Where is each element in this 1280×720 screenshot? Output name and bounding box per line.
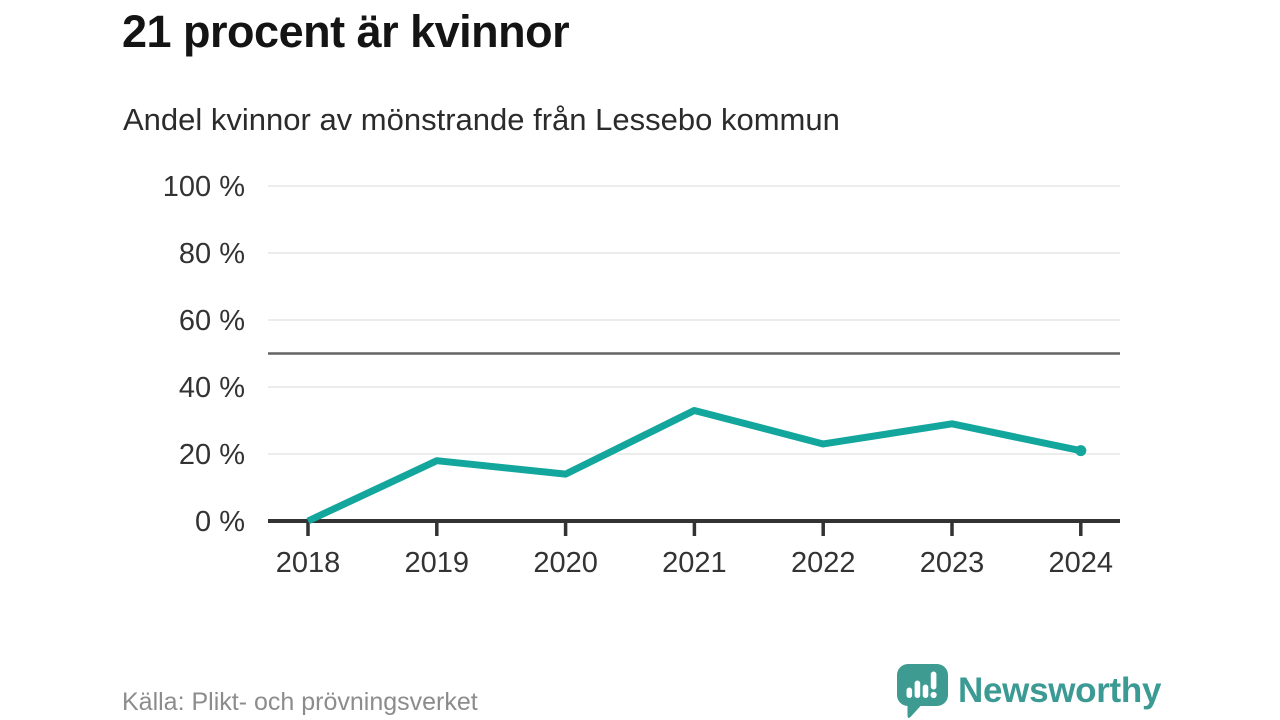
newsworthy-logo[interactable]: Newsworthy (897, 664, 1161, 718)
newsworthy-logo-icon (897, 664, 948, 718)
x-tick-label: 2024 (1049, 547, 1114, 579)
x-tick-label: 2019 (405, 547, 470, 579)
chart-title: 21 procent är kvinnor (122, 6, 570, 57)
source-text: Källa: Plikt- och prövningsverket (122, 688, 478, 716)
y-tick-label: 40 % (179, 372, 245, 404)
x-tick-label: 2018 (276, 547, 341, 579)
y-tick-label: 100 % (163, 171, 245, 203)
x-tick-label: 2020 (533, 547, 598, 579)
chart-subtitle: Andel kvinnor av mönstrande från Lessebo… (123, 102, 840, 137)
y-tick-label: 60 % (179, 305, 245, 337)
newsworthy-logo-text: Newsworthy (958, 671, 1162, 710)
last-point-marker (1075, 445, 1087, 457)
x-tick-label: 2023 (920, 547, 985, 579)
x-tick-label: 2021 (662, 547, 727, 579)
x-tick-label: 2022 (791, 547, 856, 579)
data-line (306, 406, 1082, 525)
y-tick-label: 20 % (179, 439, 245, 471)
y-tick-label: 0 % (195, 506, 245, 538)
y-tick-label: 80 % (179, 238, 245, 270)
